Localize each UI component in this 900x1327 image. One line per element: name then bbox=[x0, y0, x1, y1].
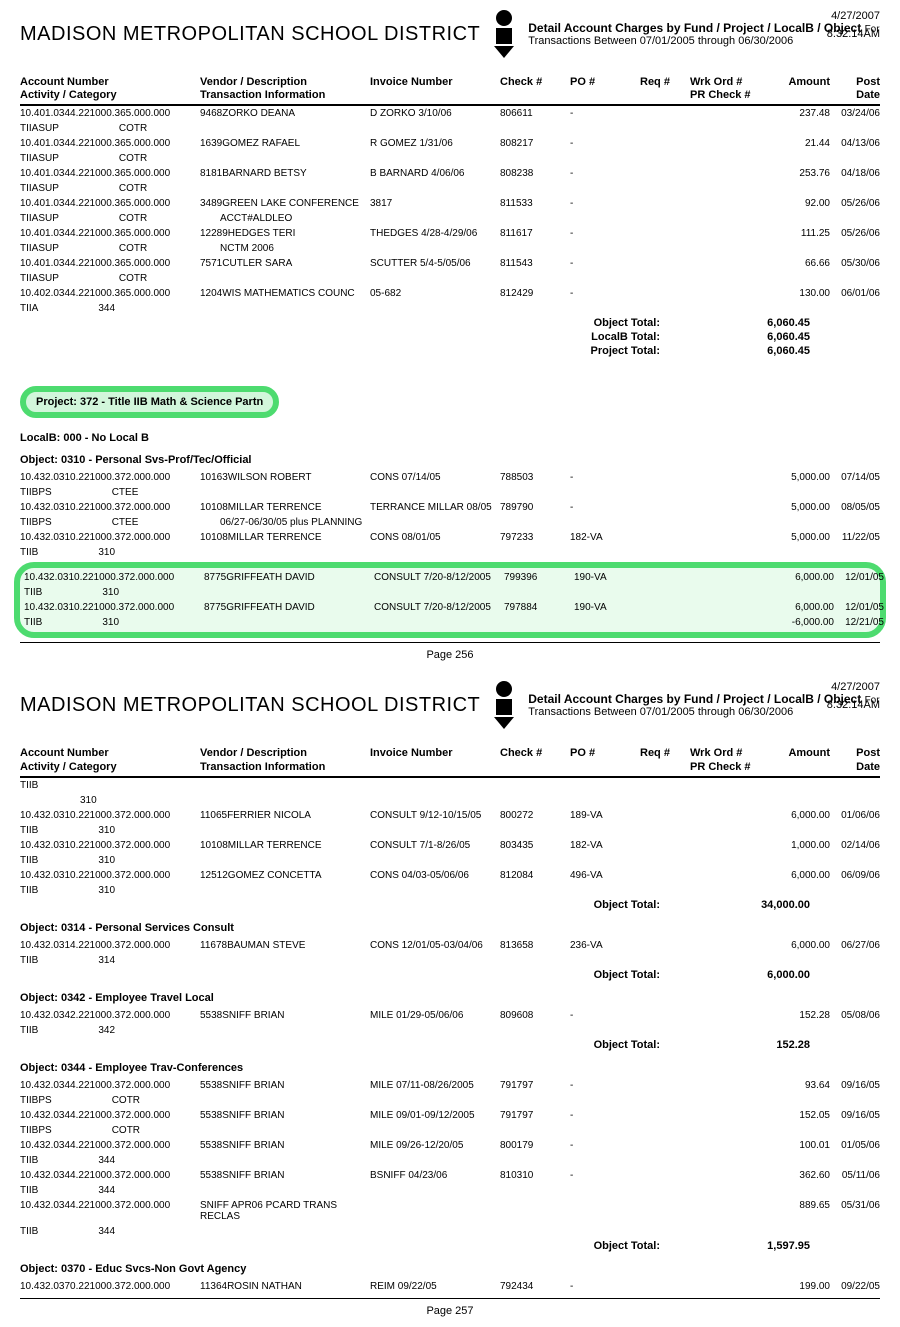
table-row-aux: TIIA344 bbox=[20, 301, 880, 316]
table-row: 10.401.0344.221000.365.000.0009468ZORKO … bbox=[20, 106, 880, 121]
table-row-aux: TIIBPSCOTR bbox=[20, 1093, 880, 1108]
table-row-aux: TIIBPSCTEE bbox=[20, 485, 880, 500]
object-342-header: Object: 0342 - Employee Travel Local bbox=[20, 992, 880, 1004]
column-headers: Account NumberActivity / Category Vendor… bbox=[20, 76, 880, 106]
column-headers: Account NumberActivity / Category Vendor… bbox=[20, 747, 880, 777]
table-row-aux: TIIB310 bbox=[24, 585, 876, 600]
table-row-aux: TIIBPSCOTR bbox=[20, 1123, 880, 1138]
table-row: 10.432.0344.221000.372.000.0005538SNIFF … bbox=[20, 1138, 880, 1153]
table-row-aux: TIIB310-6,000.0012/21/05 bbox=[24, 615, 876, 630]
table-row-aux: TIIASUPCOTR bbox=[20, 121, 880, 136]
report-time: 8:32:14AM bbox=[827, 26, 880, 44]
page-number: Page 257 bbox=[20, 1305, 880, 1317]
report-page-1: 4/27/2007 8:32:14AM MADISON METROPOLITAN… bbox=[0, 0, 900, 671]
logo-icon bbox=[494, 10, 514, 58]
table-row-aux: TIIASUPCOTR bbox=[20, 271, 880, 286]
totals-1: Object Total:6,060.45LocalB Total:6,060.… bbox=[20, 316, 880, 358]
page-header: MADISON METROPOLITAN SCHOOL DISTRICT Det… bbox=[20, 681, 880, 729]
page-datetime: 4/27/2007 8:32:14AM bbox=[827, 679, 880, 714]
table-body-342: 10.432.0342.221000.372.000.0005538SNIFF … bbox=[20, 1008, 880, 1038]
page-datetime: 4/27/2007 8:32:14AM bbox=[827, 8, 880, 43]
table-row: 10.432.0310.221000.372.000.00010108MILLA… bbox=[20, 838, 880, 853]
table-row-aux: TIIB342 bbox=[20, 1023, 880, 1038]
table-row: 10.432.0310.221000.372.000.00010108MILLA… bbox=[20, 500, 880, 515]
table-row-aux: TIIASUPCOTR bbox=[20, 151, 880, 166]
table-row-aux: TIIBPSCTEE06/27-06/30/05 plus PLANNING bbox=[20, 515, 880, 530]
project-header: Project: 372 - Title IIB Math & Science … bbox=[20, 386, 279, 418]
total-row: Object Total:6,060.45 bbox=[20, 316, 880, 330]
logo-triangle-icon bbox=[494, 46, 514, 58]
table-row: 10.432.0310.221000.372.000.00010108MILLA… bbox=[20, 530, 880, 545]
table-row: 10.401.0344.221000.365.000.0003489GREEN … bbox=[20, 196, 880, 211]
table-row: 10.432.0310.221000.372.000.00010163WILSO… bbox=[20, 470, 880, 485]
table-row-aux: 310 bbox=[20, 793, 880, 808]
table-row: 10.402.0344.221000.365.000.0001204WIS MA… bbox=[20, 286, 880, 301]
table-row: 10.432.0310.221000.372.000.00012512GOMEZ… bbox=[20, 868, 880, 883]
object-314-header: Object: 0314 - Personal Services Consult bbox=[20, 922, 880, 934]
object-344-header: Object: 0344 - Employee Trav-Conferences bbox=[20, 1062, 880, 1074]
object-370-header: Object: 0370 - Educ Svcs-Non Govt Agency bbox=[20, 1263, 880, 1275]
table-body-344: 10.432.0344.221000.372.000.0005538SNIFF … bbox=[20, 1078, 880, 1239]
table-row: 10.401.0344.221000.365.000.0007571CUTLER… bbox=[20, 256, 880, 271]
table-row: 10.432.0344.221000.372.000.000SNIFF APR0… bbox=[20, 1198, 880, 1224]
table-row-aux: TIIASUPCOTRNCTM 2006 bbox=[20, 241, 880, 256]
table-row: 10.432.0344.221000.372.000.0005538SNIFF … bbox=[20, 1108, 880, 1123]
table-row: 10.401.0344.221000.365.000.0001639GOMEZ … bbox=[20, 136, 880, 151]
logo-icon bbox=[494, 681, 514, 729]
logo-circle-icon bbox=[496, 10, 512, 26]
table-row: 10.432.0314.221000.372.000.00011678BAUMA… bbox=[20, 938, 880, 953]
table-row: 10.432.0310.221000.372.000.0008775GRIFFE… bbox=[24, 570, 876, 585]
table-row: 10.432.0342.221000.372.000.0005538SNIFF … bbox=[20, 1008, 880, 1023]
table-row: 10.401.0344.221000.365.000.00012289HEDGE… bbox=[20, 226, 880, 241]
table-row: 10.432.0370.221000.372.000.00011364ROSIN… bbox=[20, 1279, 880, 1294]
table-row-aux: TIIB314 bbox=[20, 953, 880, 968]
table-row-aux: TIIB344 bbox=[20, 1183, 880, 1198]
table-row-aux: TIIB344 bbox=[20, 1224, 880, 1239]
table-body-1: 10.401.0344.221000.365.000.0009468ZORKO … bbox=[20, 106, 880, 316]
brand-text: MADISON METROPOLITAN SCHOOL DISTRICT bbox=[20, 23, 480, 46]
page-end-rule bbox=[20, 642, 880, 643]
table-row-aux: TIIB310 bbox=[20, 823, 880, 838]
localb-header: LocalB: 000 - No Local B bbox=[20, 432, 880, 444]
report-page-2: 4/27/2007 8:32:14AM MADISON METROPOLITAN… bbox=[0, 671, 900, 1326]
table-row: 10.401.0344.221000.365.000.0008181BARNAR… bbox=[20, 166, 880, 181]
total-row: LocalB Total:6,060.45 bbox=[20, 330, 880, 344]
total-row: Project Total:6,060.45 bbox=[20, 344, 880, 358]
object-310-header: Object: 0310 - Personal Svs-Prof/Tec/Off… bbox=[20, 454, 880, 466]
page-header: MADISON METROPOLITAN SCHOOL DISTRICT Det… bbox=[20, 10, 880, 58]
table-row-aux: TIIB344 bbox=[20, 1153, 880, 1168]
table-body-370: 10.432.0370.221000.372.000.00011364ROSIN… bbox=[20, 1279, 880, 1294]
table-row-aux: TIIASUPCOTRACCT#ALDLEO bbox=[20, 211, 880, 226]
report-date: 4/27/2007 bbox=[827, 8, 880, 26]
table-row: 10.432.0310.221000.372.000.00011065FERRI… bbox=[20, 808, 880, 823]
table-body-314: 10.432.0314.221000.372.000.00011678BAUMA… bbox=[20, 938, 880, 968]
highlighted-rows: 10.432.0310.221000.372.000.0008775GRIFFE… bbox=[14, 562, 886, 638]
table-row: 10.432.0344.221000.372.000.0005538SNIFF … bbox=[20, 1168, 880, 1183]
table-body-310b: TIIB31010.432.0310.221000.372.000.000110… bbox=[20, 778, 880, 898]
table-row-aux: TIIB310 bbox=[20, 883, 880, 898]
table-row-aux: TIIB310 bbox=[20, 545, 880, 560]
table-row: TIIB bbox=[20, 778, 880, 793]
table-row: 10.432.0344.221000.372.000.0005538SNIFF … bbox=[20, 1078, 880, 1093]
logo-square-icon bbox=[496, 28, 512, 44]
table-row: 10.432.0310.221000.372.000.0008775GRIFFE… bbox=[24, 600, 876, 615]
page-number: Page 256 bbox=[20, 649, 880, 661]
table-row-aux: TIIASUPCOTR bbox=[20, 181, 880, 196]
table-row-aux: TIIB310 bbox=[20, 853, 880, 868]
table-body-310a: 10.432.0310.221000.372.000.00010163WILSO… bbox=[20, 470, 880, 560]
